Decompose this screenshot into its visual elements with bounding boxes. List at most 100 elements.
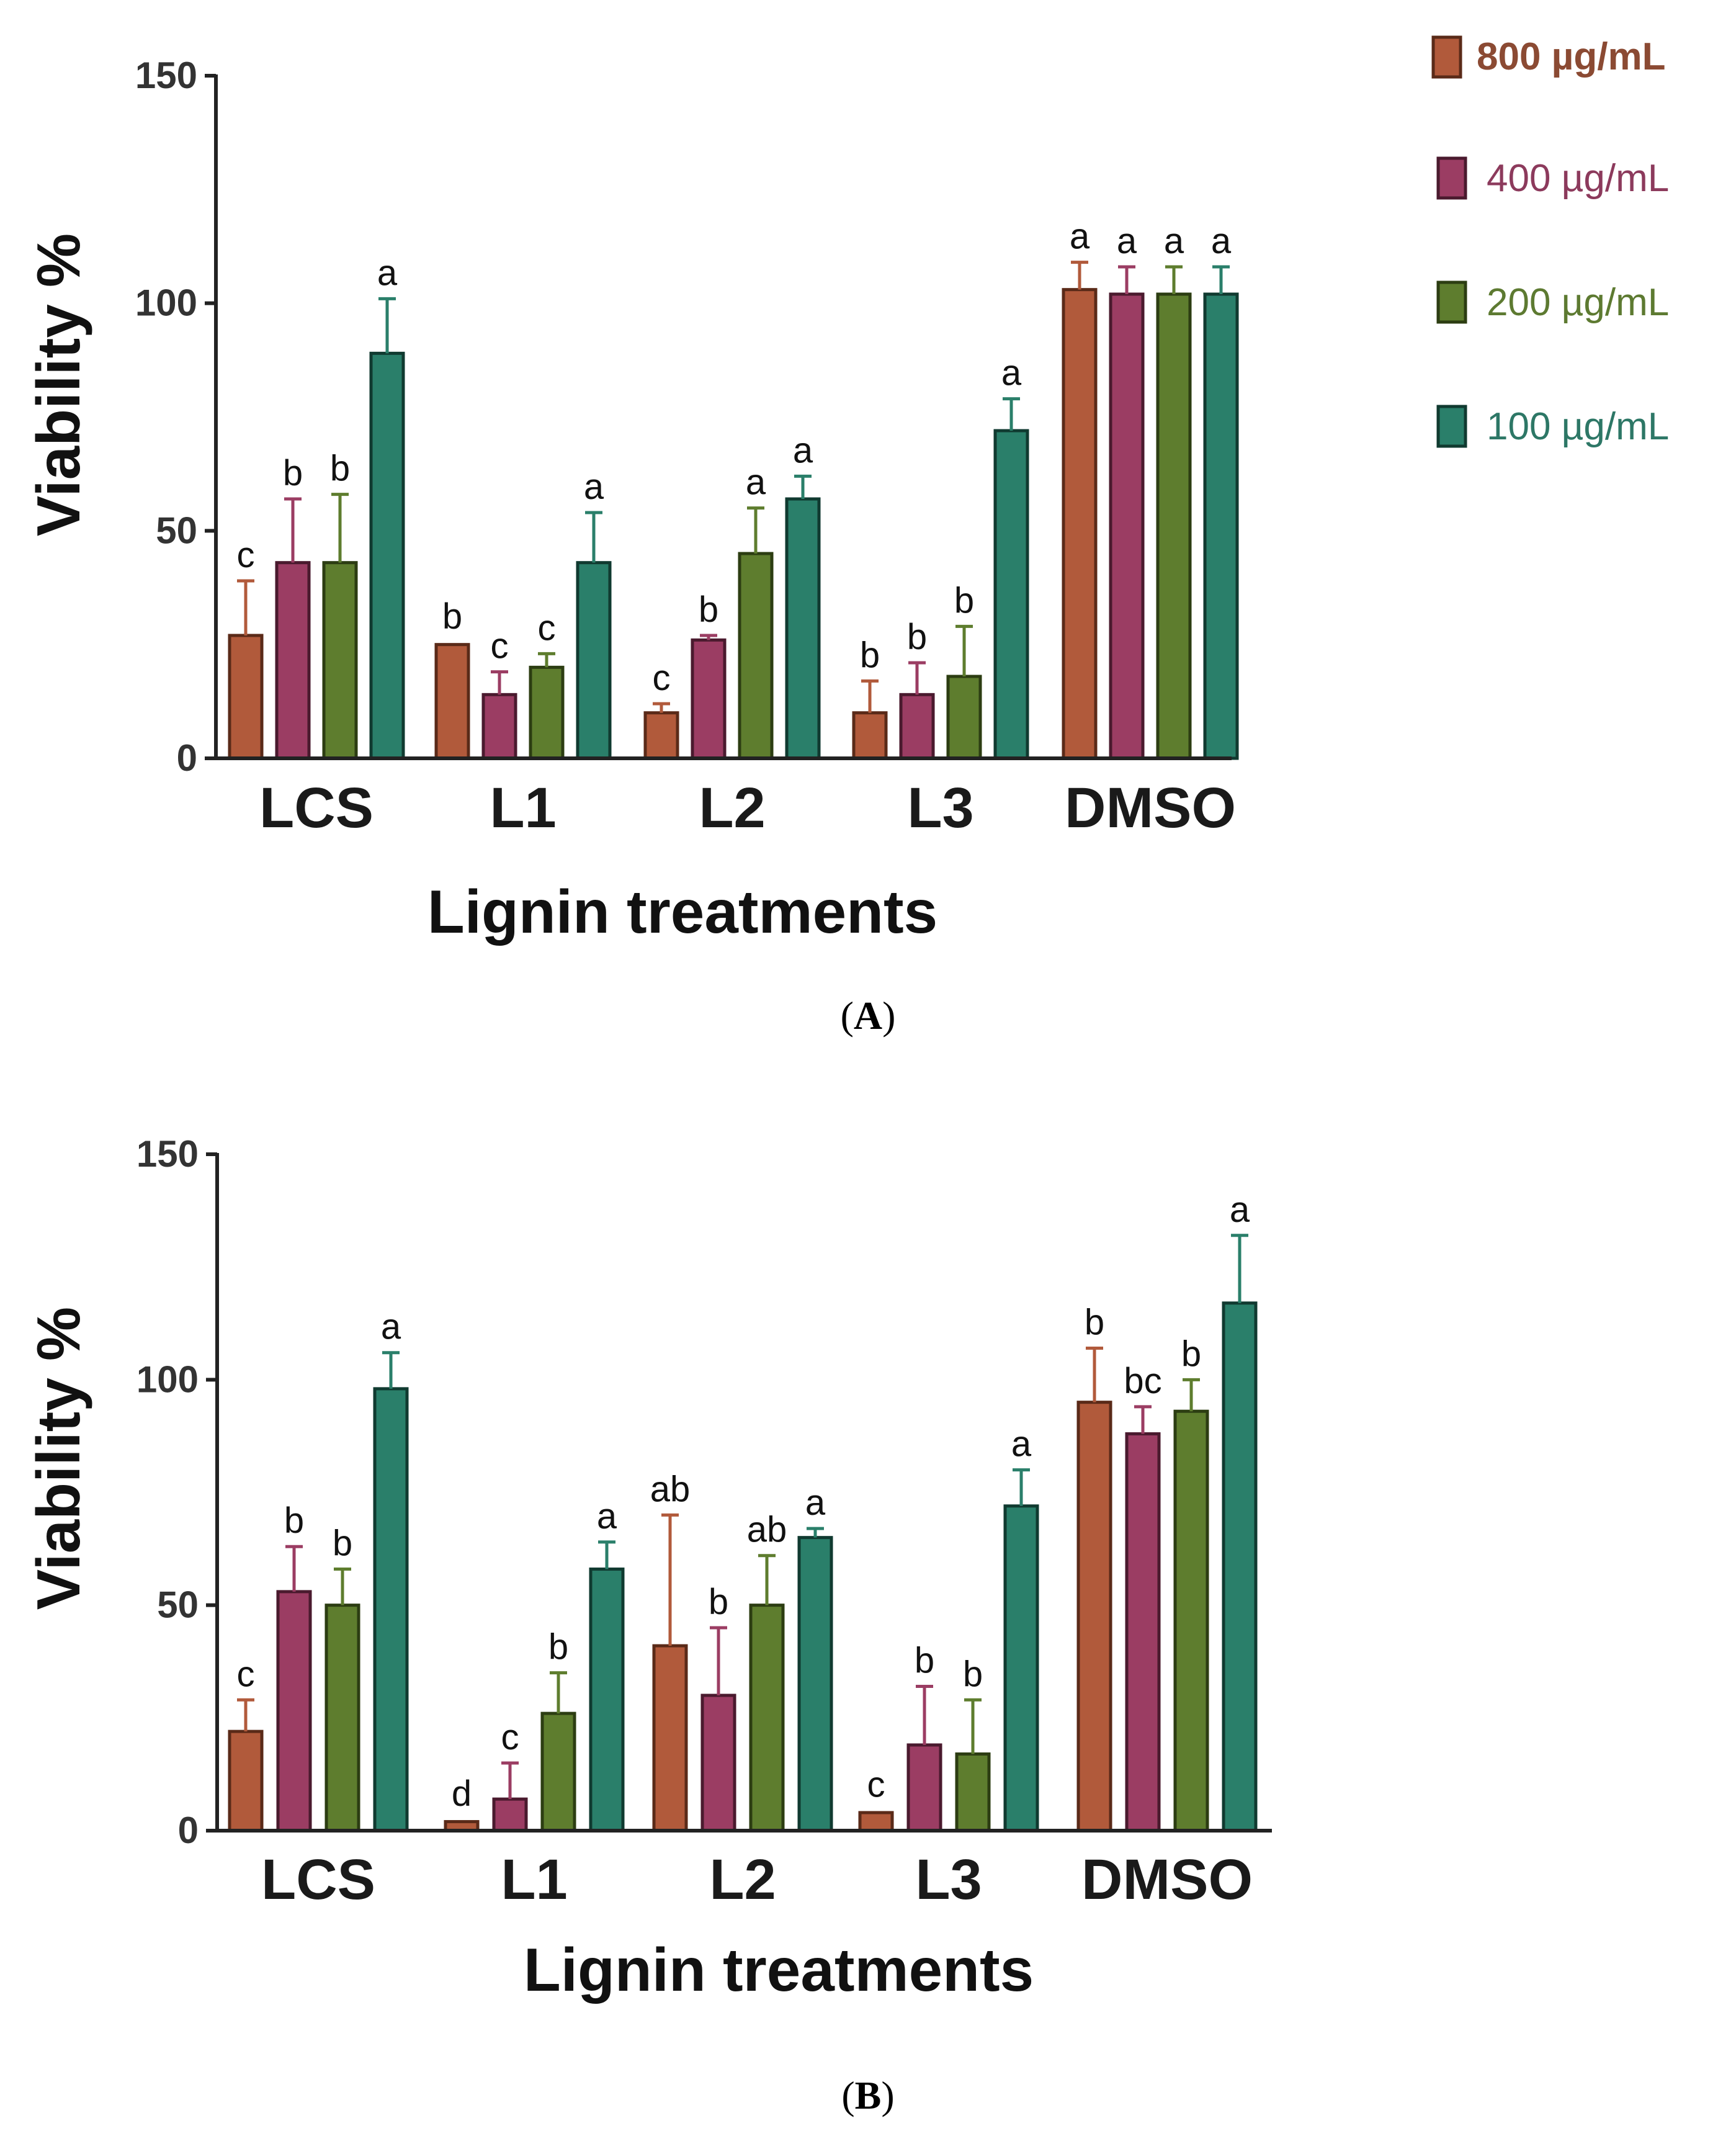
panel-a-bar [643, 711, 679, 760]
panel-b-bar [373, 1387, 409, 1833]
panel-b-significance-label: ab [650, 1469, 691, 1509]
panel-a-x-axis-title: Lignin treatments [427, 877, 937, 946]
panel-b-x-tick-label: L3 [915, 1848, 982, 1911]
panel-a-significance-label: b [860, 635, 880, 675]
panel-b-significance-label: c [237, 1654, 255, 1694]
panel-b-bar [276, 1590, 312, 1833]
panel-a-y-tick-label: 150 [135, 55, 197, 96]
panel-a-x-tick-label: LCS [259, 776, 374, 840]
panel-a-bar [529, 665, 565, 760]
panel-a-y-tick-label: 50 [156, 509, 197, 551]
panel-label-b: (B) [841, 2073, 894, 2117]
panel-b-bar [858, 1811, 894, 1833]
panel-b-bar [1125, 1432, 1161, 1833]
panel-a-bar [228, 634, 264, 760]
panel-b-significance-label: b [963, 1654, 983, 1694]
panel-a-significance-label: b [699, 590, 718, 630]
panel-b-significance-label: a [1011, 1424, 1032, 1465]
panel-a-y-tick-label: 100 [135, 282, 197, 324]
panel-a-bar [1062, 288, 1098, 760]
panel-b-significance-label: b [548, 1627, 568, 1667]
panel-a-bar [576, 561, 612, 760]
panel-a-bar [691, 638, 727, 760]
panel-a-bar [275, 561, 311, 760]
panel-b-bar [589, 1568, 625, 1833]
panel-b-significance-label: b [333, 1523, 352, 1564]
legend-swatch-100 [1436, 405, 1467, 448]
panel-a-significance-label: a [1164, 221, 1184, 261]
panel-b-y-tick-label: 100 [136, 1358, 199, 1400]
panel-b-x-axis-title: Lignin treatments [524, 1936, 1034, 2004]
panel-b-bar [652, 1644, 688, 1833]
panel-b-significance-label: c [867, 1764, 885, 1805]
legend-item: 800 µg/mL [1431, 35, 1666, 79]
panel-a-bar [434, 643, 470, 760]
panel-a-bar [993, 429, 1029, 760]
panel-b-y-tick-label: 0 [178, 1810, 199, 1851]
legend: 800 µg/mL 400 µg/mL 200 µg/mL 100 µg/mL [1431, 35, 1669, 448]
panel-a-bar [1109, 292, 1145, 760]
panel-b-significance-label: b [915, 1640, 934, 1680]
panel-b-y-tick-label: 150 [136, 1133, 199, 1175]
panel-a-significance-label: a [584, 467, 604, 507]
panel-a-significance-label: c [237, 535, 255, 575]
panel-b-bar [324, 1604, 360, 1833]
panel-b-significance-label: c [501, 1717, 519, 1757]
panel-b-significance-label: a [1230, 1190, 1250, 1230]
panel-a-significance-label: c [538, 608, 556, 648]
panel-b-bar [1076, 1401, 1112, 1833]
panel-b-bar [700, 1694, 736, 1833]
panel-a-y-axis-title: Viability % [24, 233, 92, 536]
panel-b-significance-label: a [597, 1496, 617, 1537]
panel-b-bar [492, 1797, 528, 1833]
panel-b-x-tick-label: L1 [501, 1848, 567, 1911]
legend-swatch-400 [1436, 156, 1467, 200]
legend-swatch-200 [1436, 280, 1467, 324]
panel-a-significance-label: b [330, 449, 350, 489]
panel-b-significance-label: b [1181, 1334, 1201, 1374]
panel-b-significance-label: a [805, 1483, 826, 1523]
panel-b-bar [1003, 1504, 1039, 1833]
panel-a-bar [1203, 292, 1239, 760]
panel-b-significance-label: b [709, 1582, 728, 1622]
panel-b-x-tick-label: LCS [261, 1848, 375, 1911]
panel-a-x-tick-label: L2 [699, 776, 765, 840]
panel-a-significance-label: a [1117, 221, 1137, 261]
panel-b-bar [955, 1752, 991, 1833]
panel-a-bar [738, 552, 774, 760]
panel-a-bar [946, 675, 982, 760]
panel-a-bar [1156, 292, 1192, 760]
panel-b-significance-label: a [381, 1307, 401, 1347]
panel-b-significance-label: d [452, 1774, 472, 1814]
panel-b-bar [906, 1743, 942, 1833]
panel-a-significance-label: c [653, 658, 671, 698]
panel-a-y-tick-label: 0 [177, 737, 197, 779]
panel-a-significance-label: a [377, 253, 398, 293]
panel-a-significance-label: b [442, 596, 462, 637]
panel-a-x-tick-label: DMSO [1065, 776, 1236, 840]
panel-b-y-tick-label: 50 [157, 1584, 199, 1626]
panel-b-significance-label: b [284, 1501, 304, 1541]
panel-a-bar [852, 711, 888, 760]
panel-a-significance-label: a [1211, 221, 1232, 261]
panel-a-bar [369, 351, 405, 760]
panel-a-significance-label: a [1070, 217, 1090, 257]
legend-label-100: 100 µg/mL [1487, 405, 1669, 448]
panel-a-x-tick-label: L1 [490, 776, 556, 840]
legend-label-200: 200 µg/mL [1487, 281, 1669, 324]
legend-item: 100 µg/mL [1436, 405, 1669, 448]
panel-b-bar [540, 1712, 576, 1833]
panel-a-significance-label: b [907, 617, 927, 657]
panel-a-significance-label: b [283, 453, 303, 493]
panel-b-x-tick-label: L2 [709, 1848, 776, 1911]
panel-a-bar [899, 693, 935, 760]
legend-label-400: 400 µg/mL [1487, 157, 1669, 200]
panel-a-bar [785, 497, 821, 760]
panel-b-x-tick-label: DMSO [1081, 1848, 1253, 1911]
panel-a-significance-label: c [491, 626, 509, 666]
panel-label-a: (A) [841, 994, 896, 1038]
panel-b-bar [228, 1729, 264, 1833]
panel-b-bar [749, 1604, 785, 1833]
